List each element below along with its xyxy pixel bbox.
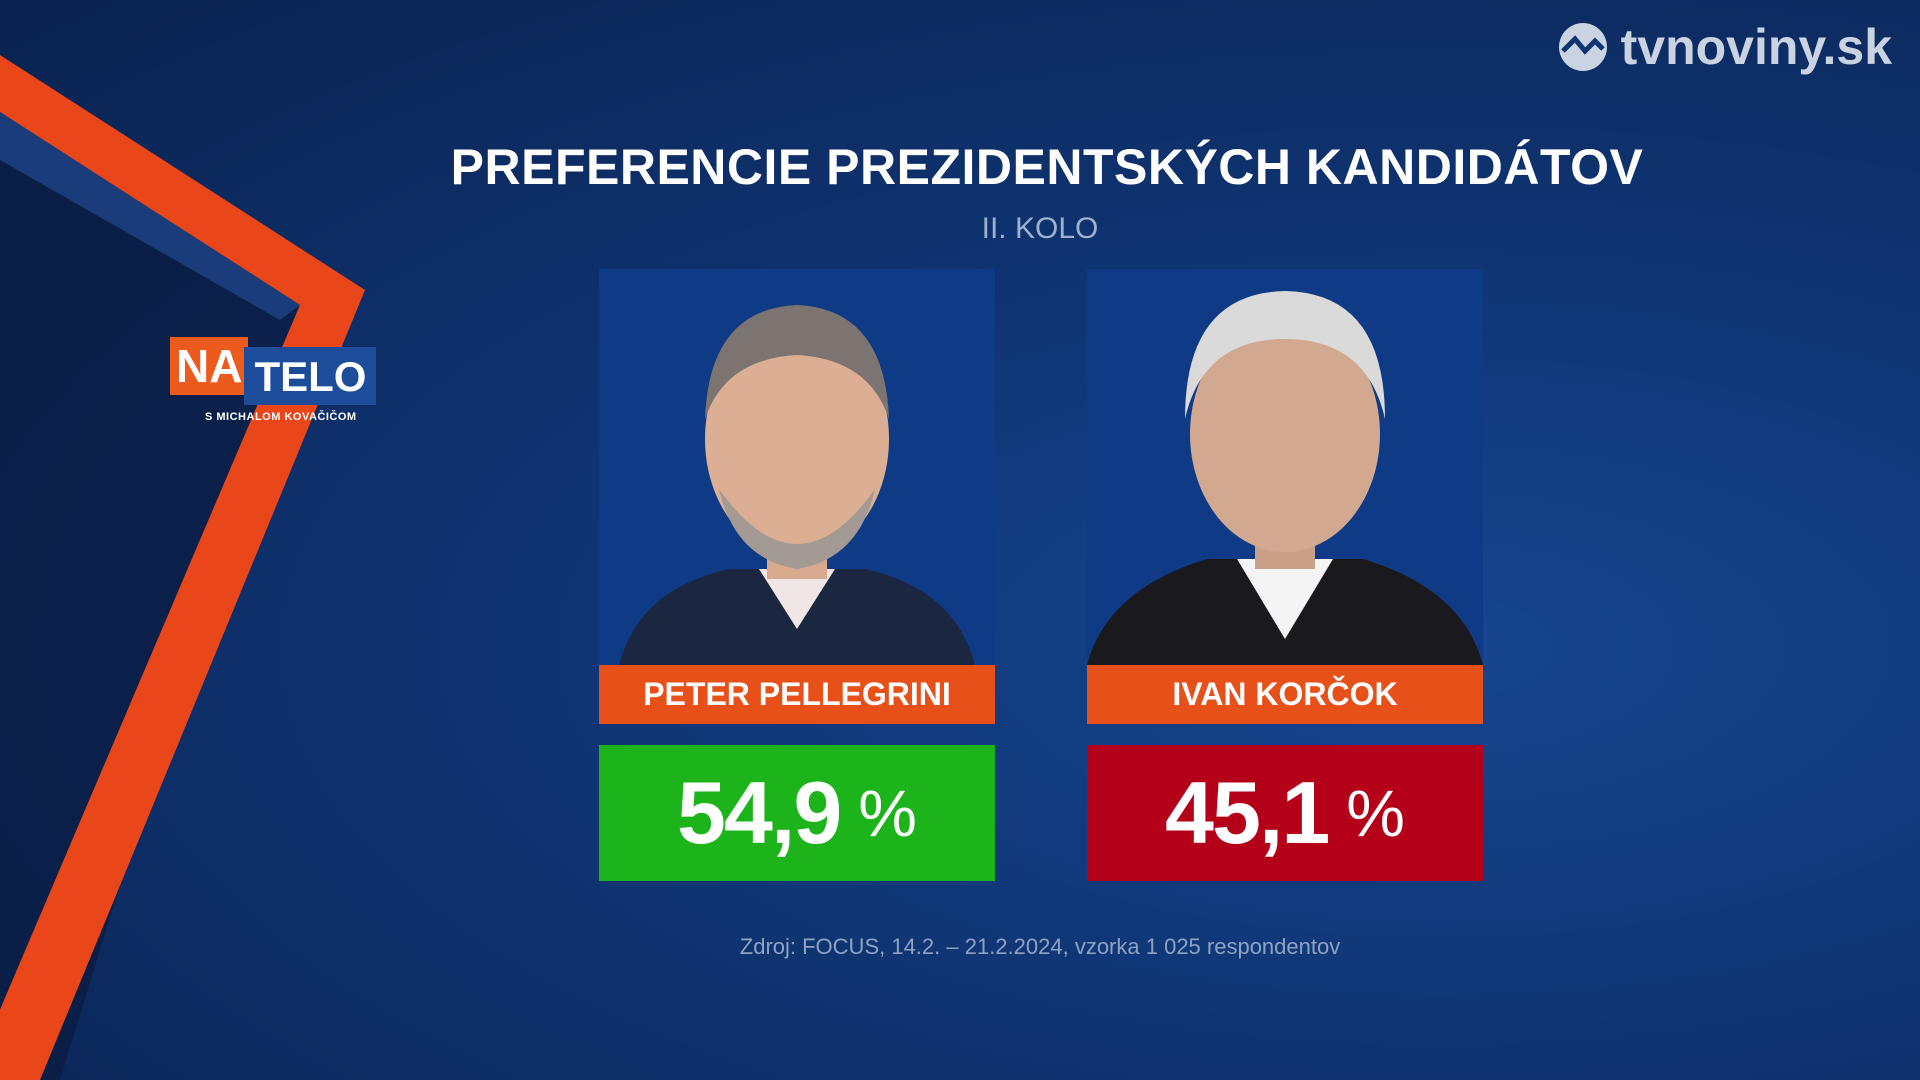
result-box: 54,9% [599,745,995,881]
candidate-name: PETER PELLEGRINI [599,665,995,724]
candidate-photo [1087,269,1483,665]
source-note: Zdroj: FOCUS, 14.2. – 21.2.2024, vzorka … [739,934,1341,959]
result-unit: % [1346,776,1405,850]
result-unit: % [858,776,917,850]
brand-icon [1558,23,1607,71]
show-logo: NA TELO [170,337,377,405]
brand-logo: tvnoviny.sk [1557,18,1892,76]
result-value: 45,1 [1165,763,1330,862]
host-name: S MICHALOM KOVAČIČOM [205,411,357,423]
brand-text: tvnoviny.sk [1620,19,1892,75]
candidate-card: IVAN KORČOK 45,1% [1087,269,1483,881]
candidate-name: IVAN KORČOK [1087,665,1483,724]
logo-na: NA [170,337,249,395]
blue-stripe [0,112,300,320]
result-box: 45,1% [1087,745,1483,881]
title: PREFERENCIE PREZIDENTSKÝCH KANDIDÁTOV [450,139,1644,195]
result-value: 54,9 [677,763,842,862]
candidate-card: PETER PELLEGRINI 54,9% [599,269,995,881]
subtitle: II. KOLO [981,212,1099,245]
orange-stripe [0,55,365,1080]
candidate-photo [599,269,995,665]
logo-telo: TELO [244,347,377,405]
